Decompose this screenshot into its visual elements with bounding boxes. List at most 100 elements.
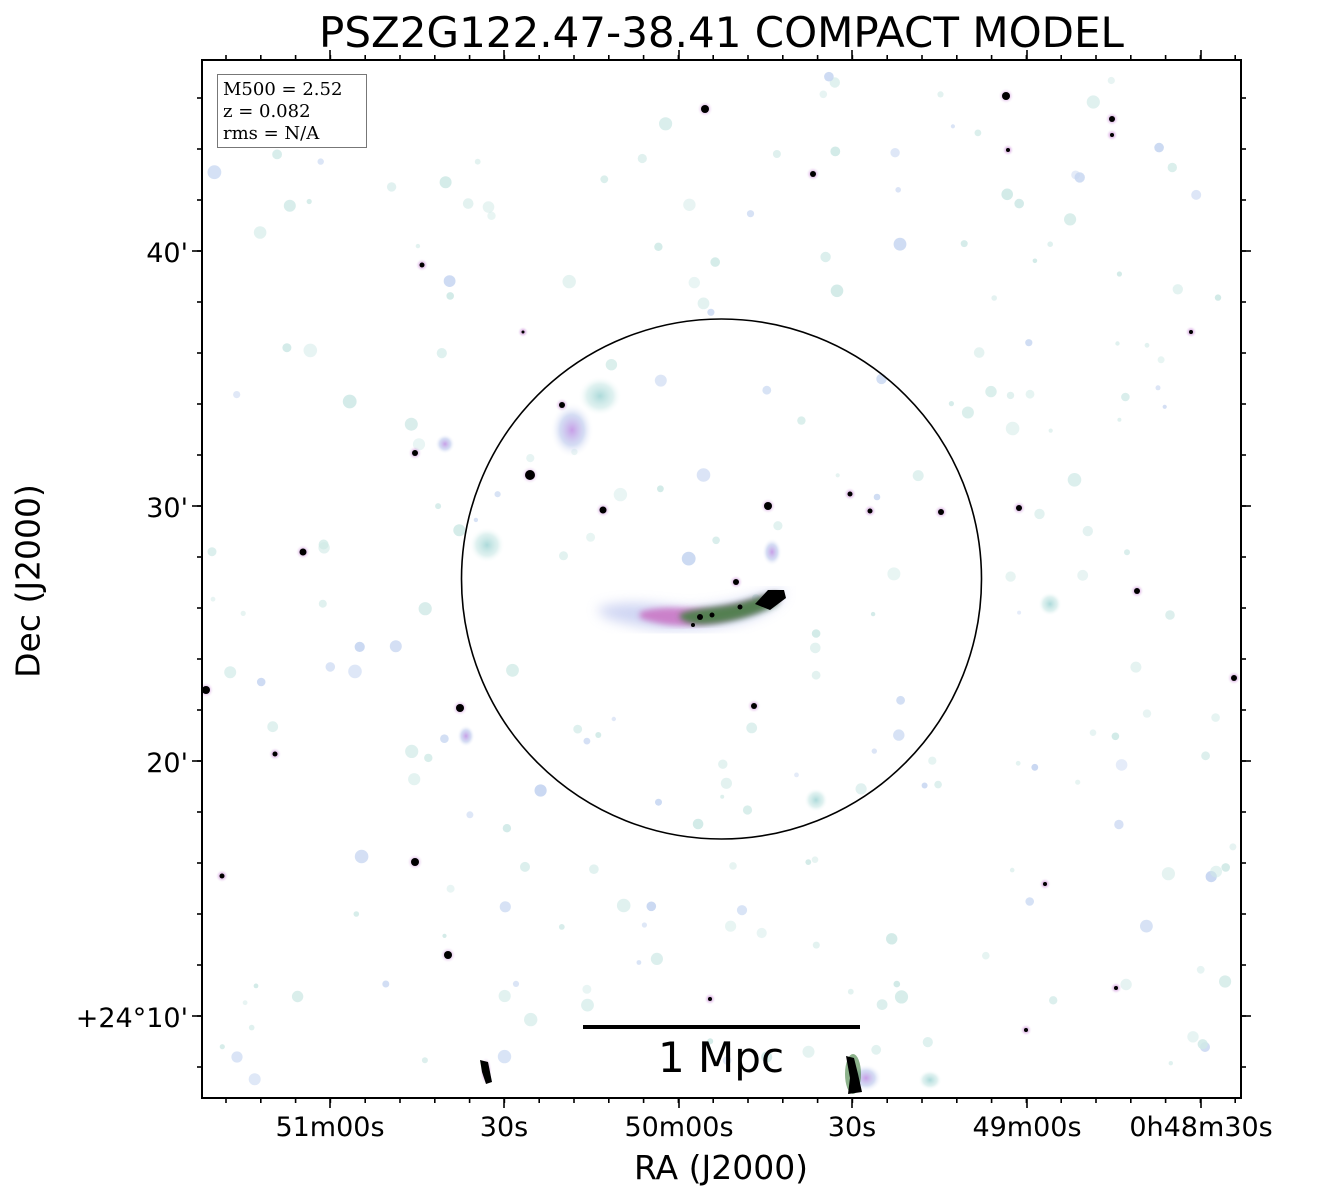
faint-source <box>317 158 324 165</box>
point-source <box>1043 882 1047 886</box>
point-source <box>1002 92 1010 100</box>
point-source <box>272 751 278 757</box>
faint-source <box>1014 198 1024 209</box>
faint-source <box>462 198 474 209</box>
faint-source <box>991 295 997 301</box>
faint-source <box>446 884 455 893</box>
faint-source <box>253 983 259 989</box>
scalebar-label: 1 Mpc <box>658 1033 784 1082</box>
faint-source <box>1115 759 1128 771</box>
faint-source <box>306 198 312 205</box>
diffuse-emission <box>804 788 828 812</box>
faint-source <box>583 737 591 745</box>
faint-source <box>773 521 783 531</box>
faint-source <box>696 468 711 482</box>
diffuse-emission <box>578 376 622 416</box>
point-source <box>1109 116 1115 122</box>
x-tick-label: 51m00s <box>275 1112 384 1143</box>
faint-source <box>408 773 421 786</box>
faint-source <box>805 859 812 865</box>
faint-source <box>595 732 602 738</box>
faint-source <box>382 980 390 988</box>
point-source <box>708 997 712 1001</box>
point-source <box>733 579 739 585</box>
faint-source <box>650 952 664 966</box>
faint-source <box>1214 294 1222 301</box>
point-source <box>202 686 210 694</box>
faint-source <box>655 798 662 806</box>
faint-source <box>659 117 673 131</box>
faint-source <box>233 391 241 399</box>
bottom-extended-source-right <box>845 1054 862 1094</box>
faint-source <box>812 941 820 949</box>
point-source <box>1189 330 1193 334</box>
faint-source <box>870 611 876 617</box>
point-source <box>219 873 225 879</box>
faint-source <box>207 547 217 557</box>
faint-source <box>573 724 583 734</box>
faint-source <box>524 1012 538 1027</box>
x-tick-label: 50m00s <box>624 1112 733 1143</box>
faint-source <box>443 275 456 287</box>
diffuse-emission <box>762 538 782 566</box>
faint-source <box>756 927 767 939</box>
faint-source <box>835 473 840 478</box>
faint-source <box>1032 258 1038 264</box>
y-tick-label: 30' <box>146 493 188 524</box>
faint-source <box>506 663 519 677</box>
faint-source <box>1191 189 1202 200</box>
faint-source <box>1107 76 1115 85</box>
diffuse-emission <box>435 434 455 454</box>
faint-source <box>722 1056 732 1065</box>
faint-source <box>1168 1061 1174 1066</box>
faint-source <box>1162 404 1167 409</box>
faint-source <box>1025 389 1035 399</box>
faint-source <box>318 539 329 550</box>
faint-source <box>1064 213 1077 226</box>
faint-source <box>466 811 474 819</box>
faint-source <box>641 922 648 928</box>
faint-source <box>291 990 304 1003</box>
faint-source <box>729 862 737 870</box>
faint-source <box>810 642 821 654</box>
y-axis-label: Dec (J2000) <box>8 484 48 678</box>
x-tick-label: 30s <box>480 1112 528 1143</box>
faint-source <box>895 187 901 193</box>
faint-source <box>819 90 828 99</box>
faint-source <box>325 662 336 672</box>
faint-source <box>562 274 576 289</box>
faint-source <box>921 782 928 789</box>
faint-source <box>405 744 419 759</box>
faint-source <box>1172 284 1184 295</box>
faint-source <box>267 721 279 733</box>
faint-source <box>1017 610 1022 615</box>
x-axis-label: RA (J2000) <box>633 1148 809 1187</box>
point-source <box>1134 588 1140 594</box>
faint-source <box>692 818 704 830</box>
faint-source <box>1111 732 1120 741</box>
faint-source <box>1201 751 1210 761</box>
faint-source <box>772 150 781 158</box>
faint-source <box>1167 162 1178 173</box>
figure-title: PSZ2G122.47-38.41 COMPACT MODEL <box>319 8 1124 57</box>
faint-source <box>283 199 296 212</box>
faint-source <box>982 951 990 960</box>
faint-source <box>746 722 758 734</box>
point-source <box>867 508 873 514</box>
point-source <box>1016 505 1022 511</box>
faint-source <box>1142 709 1152 718</box>
faint-source <box>712 536 720 545</box>
diffuse-emission <box>918 1070 942 1090</box>
point-source <box>1006 148 1010 152</box>
faint-source <box>824 71 834 82</box>
faint-source <box>948 401 955 407</box>
faint-source <box>1086 95 1100 109</box>
faint-source <box>637 153 647 164</box>
faint-source <box>830 146 841 157</box>
faint-source <box>710 257 720 267</box>
faint-source <box>424 753 433 763</box>
faint-source <box>1165 610 1175 620</box>
point-source <box>419 262 425 268</box>
faint-source <box>1047 241 1053 247</box>
faint-source <box>439 176 452 189</box>
